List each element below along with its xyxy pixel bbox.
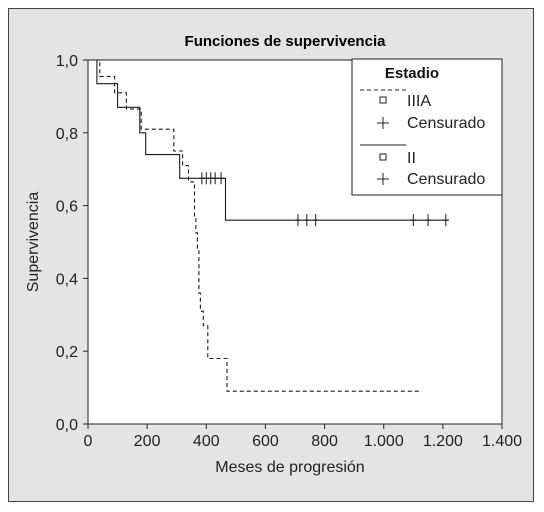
x-tick-label: 200: [134, 433, 161, 450]
y-tick-label: 0,2: [56, 344, 78, 361]
y-axis-label: Supervivencia: [25, 192, 42, 293]
x-tick-label: 400: [193, 433, 220, 450]
x-tick-label: 1.000: [364, 433, 404, 450]
series-line-iiia: [88, 59, 420, 392]
y-tick-label: 1,0: [56, 53, 78, 70]
censor-mark-ii: [410, 214, 417, 227]
chart-title: Funciones de supervivencia: [185, 33, 387, 50]
legend-label-iiia: IIIA: [407, 93, 431, 110]
legend-censor-ii: [377, 173, 389, 185]
y-tick-label: 0,8: [56, 126, 78, 143]
x-tick-label: 1.400: [482, 433, 522, 450]
y-tick-label: 0,0: [56, 417, 78, 434]
censor-mark-ii: [312, 214, 319, 227]
legend-censor-iiia: [377, 117, 389, 129]
legend-label-ii: II: [407, 150, 416, 167]
legend: Estadio IIIA Censurado II Censurado: [351, 58, 503, 196]
y-tick-label: 0,4: [56, 271, 78, 288]
y-tick-label: 0,6: [56, 199, 78, 216]
x-tick-label: 800: [311, 433, 338, 450]
legend-title: Estadio: [385, 65, 439, 82]
legend-box: [351, 58, 503, 196]
censor-mark-ii: [294, 214, 301, 227]
legend-marker-iiia: [379, 96, 387, 104]
censor-mark-ii: [442, 214, 449, 227]
legend-marker-ii: [379, 153, 387, 161]
censor-mark-ii: [212, 172, 219, 185]
x-axis: 0 200 400 600 800 1.000 1.200 1.400: [84, 424, 522, 450]
censor-mark-ii: [303, 214, 310, 227]
series-layer: [88, 59, 449, 392]
legend-censor-label-iiia: Censurado: [407, 115, 485, 132]
x-axis-label: Meses de progresión: [215, 459, 364, 476]
censor-mark-ii: [425, 214, 432, 227]
y-axis: 0,0 0,2 0,4 0,6 0,8 1,0: [56, 53, 88, 434]
x-tick-label: 1.200: [423, 433, 463, 450]
x-tick-label: 0: [84, 433, 93, 450]
x-tick-label: 600: [252, 433, 279, 450]
censor-mark-ii: [218, 172, 225, 185]
legend-censor-label-ii: Censurado: [407, 171, 485, 188]
